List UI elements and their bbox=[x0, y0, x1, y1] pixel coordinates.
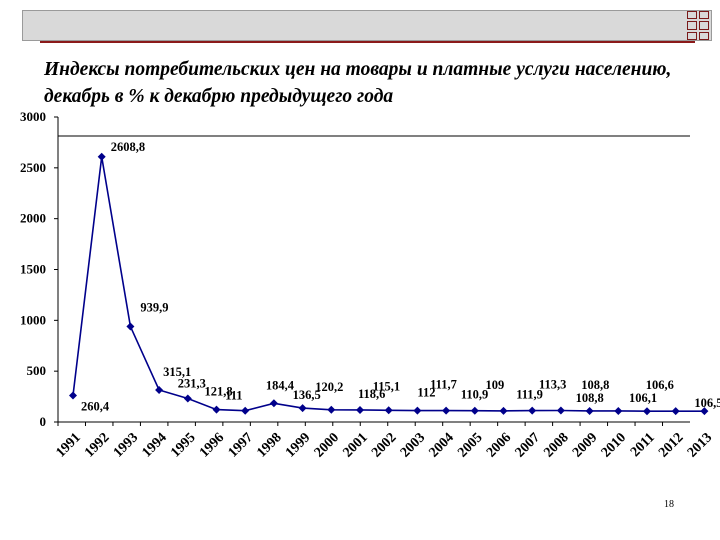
x-tick-label: 1991 bbox=[53, 430, 83, 460]
y-tick-label: 0 bbox=[40, 414, 47, 429]
y-tick-label: 1000 bbox=[20, 312, 46, 327]
x-tick-label: 2013 bbox=[685, 430, 715, 460]
data-label: 115,1 bbox=[373, 379, 400, 393]
slide-top-bar bbox=[22, 10, 712, 41]
y-tick-label: 500 bbox=[27, 363, 47, 378]
x-tick-label: 1996 bbox=[197, 430, 227, 460]
data-point-marker bbox=[671, 407, 680, 416]
x-tick-label: 2002 bbox=[369, 430, 399, 460]
data-point-marker bbox=[384, 406, 393, 415]
x-tick-label: 2009 bbox=[570, 430, 600, 460]
data-point-marker bbox=[269, 399, 278, 408]
y-tick-label: 1500 bbox=[20, 262, 46, 277]
data-label: 2608,8 bbox=[111, 140, 145, 154]
x-tick-label: 1999 bbox=[283, 430, 313, 460]
data-label: 121,8 bbox=[205, 385, 233, 399]
x-tick-label: 1995 bbox=[168, 430, 198, 460]
data-point-marker bbox=[356, 405, 364, 414]
data-label: 111,9 bbox=[516, 388, 543, 402]
data-label: 136,5 bbox=[293, 388, 321, 402]
data-label: 260,4 bbox=[81, 400, 110, 414]
data-label: 111,7 bbox=[430, 378, 457, 392]
x-tick-label: 2003 bbox=[398, 430, 428, 460]
data-point-marker bbox=[585, 406, 594, 415]
page-number: 18 bbox=[664, 499, 674, 510]
data-point-marker bbox=[700, 407, 709, 416]
data-label: 939,9 bbox=[140, 300, 168, 314]
data-label: 112 bbox=[417, 386, 435, 400]
data-point-marker bbox=[442, 406, 451, 415]
data-point-marker bbox=[556, 406, 565, 415]
y-tick-label: 3000 bbox=[20, 109, 46, 124]
data-label: 106,6 bbox=[646, 378, 674, 392]
data-point-marker bbox=[183, 394, 192, 403]
data-point-marker bbox=[155, 385, 164, 394]
data-point-marker bbox=[298, 404, 307, 413]
x-tick-label: 1997 bbox=[226, 430, 256, 460]
x-tick-label: 2008 bbox=[541, 430, 571, 460]
data-point-marker bbox=[212, 405, 221, 414]
x-tick-label: 1992 bbox=[82, 430, 112, 460]
data-point-marker bbox=[643, 407, 651, 416]
data-point-marker bbox=[499, 406, 508, 415]
x-tick-label: 2001 bbox=[340, 430, 370, 460]
x-tick-label: 2004 bbox=[427, 430, 457, 460]
x-tick-label: 2010 bbox=[599, 430, 629, 460]
data-label: 110,9 bbox=[461, 388, 488, 402]
x-tick-label: 2006 bbox=[484, 430, 514, 460]
x-tick-label: 1998 bbox=[254, 430, 284, 460]
x-tick-label: 2005 bbox=[455, 430, 485, 460]
data-point-marker bbox=[528, 406, 537, 415]
data-point-marker bbox=[126, 322, 135, 331]
title-accent-line bbox=[40, 41, 695, 43]
x-tick-label: 2007 bbox=[513, 430, 543, 460]
data-point-marker bbox=[470, 406, 479, 415]
data-point-marker bbox=[413, 406, 422, 415]
data-point-marker bbox=[614, 406, 623, 415]
data-label: 106,5 bbox=[694, 396, 720, 410]
data-label: 118,6 bbox=[358, 387, 385, 401]
data-label: 111 bbox=[225, 389, 242, 403]
y-tick-label: 2000 bbox=[20, 211, 46, 226]
corner-decoration bbox=[687, 11, 709, 40]
data-label: 120,2 bbox=[315, 380, 343, 394]
x-tick-label: 2011 bbox=[628, 430, 658, 460]
slide-title: Индексы потребительских цен на товары и … bbox=[44, 59, 672, 107]
data-point-marker bbox=[97, 152, 106, 161]
x-tick-label: 2012 bbox=[656, 430, 686, 460]
data-label: 108,8 bbox=[581, 378, 609, 392]
data-label: 113,3 bbox=[539, 377, 566, 391]
y-tick-label: 2500 bbox=[20, 160, 46, 175]
data-label: 106,1 bbox=[629, 391, 657, 405]
data-label: 315,1 bbox=[163, 365, 191, 379]
data-label: 109 bbox=[486, 378, 505, 392]
data-label: 184,4 bbox=[266, 378, 295, 392]
x-tick-label: 2000 bbox=[312, 430, 342, 460]
data-point-marker bbox=[69, 391, 77, 400]
data-point-marker bbox=[241, 406, 250, 415]
data-label: 231,3 bbox=[178, 376, 206, 390]
x-tick-label: 1994 bbox=[140, 430, 170, 460]
x-tick-label: 1993 bbox=[111, 430, 141, 460]
data-point-marker bbox=[327, 405, 336, 414]
data-label: 108,8 bbox=[576, 391, 604, 405]
